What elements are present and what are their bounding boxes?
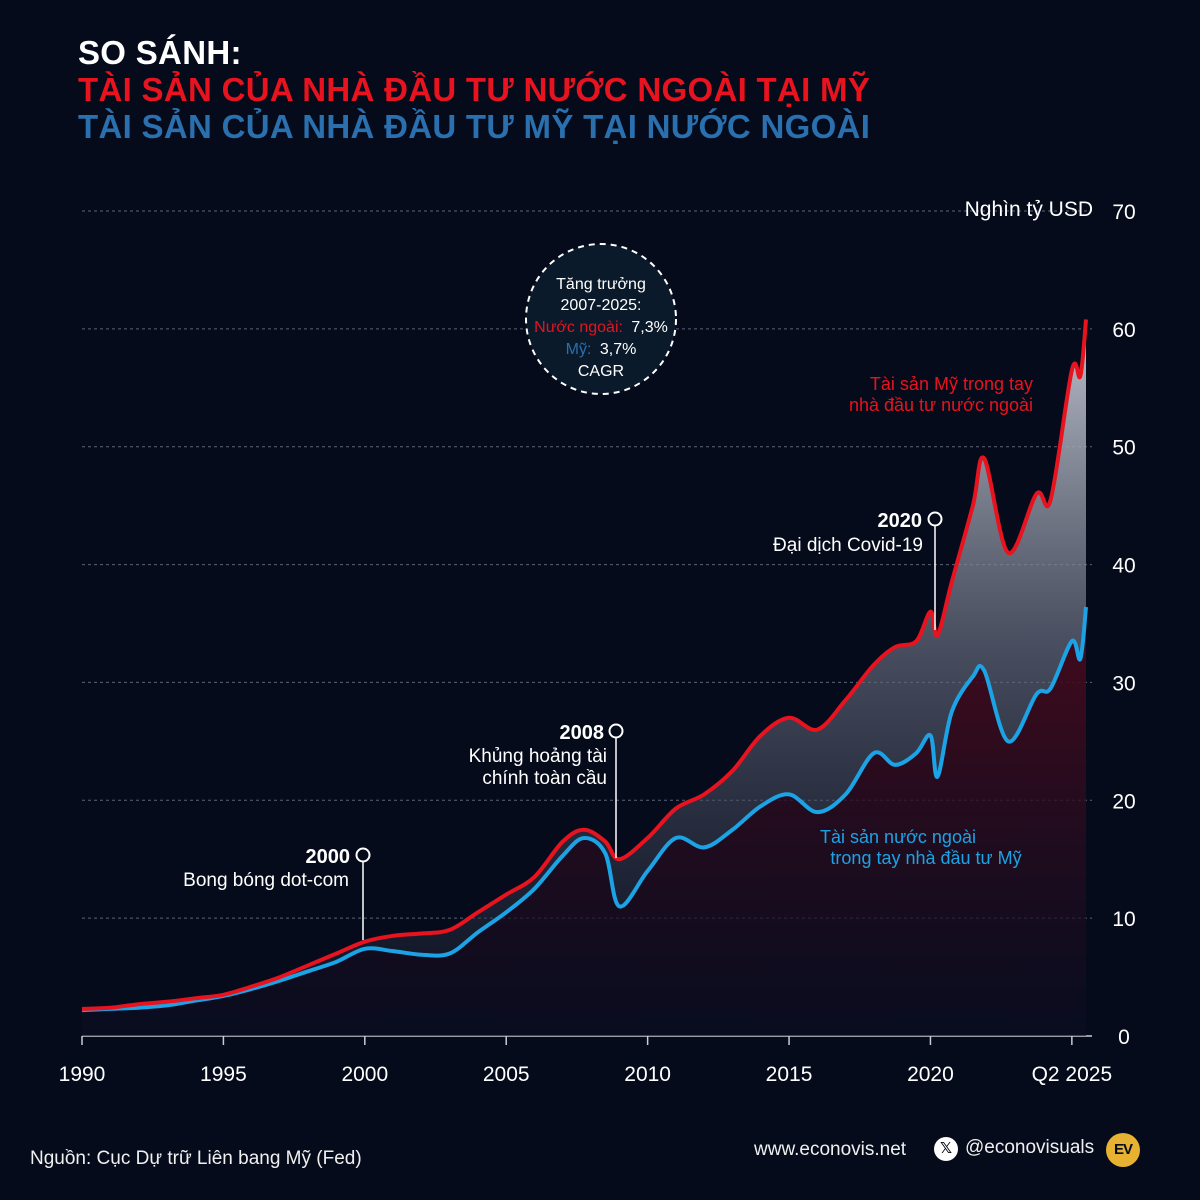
cagr-foreign-label: Nước ngoài:: [534, 319, 623, 336]
y-tick-label-30: 30: [1112, 672, 1135, 695]
annotation-2020-marker-icon: [927, 511, 943, 527]
annotation-2008-text-2: chính toàn cầu: [482, 768, 607, 789]
y-tick-label-20: 20: [1112, 790, 1135, 813]
annotation-2000-marker-icon: [355, 847, 371, 863]
cagr-badge-foreign: Nước ngoài: 7,3%: [534, 319, 668, 336]
x-tick-label-2000: 2000: [341, 1063, 388, 1086]
website-link[interactable]: www.econovis.net: [754, 1139, 907, 1160]
title-line-1: SO SÁNH:: [78, 34, 242, 71]
us-series-area: [82, 607, 1086, 1036]
social-handle[interactable]: @econovisuals: [965, 1137, 1095, 1158]
series-label-foreign-line2: nhà đầu tư nước ngoài: [849, 395, 1033, 415]
annotation-2000-text: Bong bóng dot-com: [183, 870, 349, 891]
annotation-2000: 2000 Bong bóng dot-com: [183, 846, 371, 940]
cagr-badge-line2: 2007-2025:: [561, 297, 642, 314]
y-tick-label-60: 60: [1112, 319, 1135, 342]
y-tick-label-50: 50: [1112, 437, 1135, 460]
series-label-us: Tài sản nước ngoài trong tay nhà đầu tư …: [820, 827, 1022, 868]
econovis-logo: EV: [1106, 1133, 1140, 1167]
y-axis: 0 10 20 30 40 50 60 70: [1112, 201, 1135, 1049]
cagr-badge-circle: [525, 243, 677, 395]
x-tick-label-2010: 2010: [624, 1063, 671, 1086]
annotation-2020-text: Đại dịch Covid-19: [773, 535, 923, 556]
annotation-2008-year: 2008: [560, 722, 605, 744]
annotation-2020-year: 2020: [878, 510, 923, 532]
cagr-badge-line1: Tăng trưởng: [556, 276, 646, 293]
x-tick-label-1995: 1995: [200, 1063, 247, 1086]
series-label-foreign: Tài sản Mỹ trong tay nhà đầu tư nước ngo…: [849, 374, 1033, 415]
annotation-2008-marker-icon: [608, 723, 624, 739]
gap-area: [82, 319, 1086, 1011]
us-series-line: [81, 606, 1088, 1013]
series-label-us-line2: trong tay nhà đầu tư Mỹ: [830, 848, 1021, 868]
annotation-2000-year: 2000: [306, 846, 351, 868]
cagr-foreign-value: 7,3%: [631, 319, 667, 336]
y-tick-label-0: 0: [1118, 1026, 1130, 1049]
x-tick-label-1990: 1990: [59, 1063, 106, 1086]
annotation-2008: 2008 Khủng hoảng tài chính toàn cầu: [469, 722, 624, 858]
cagr-us-value: 3,7%: [600, 341, 636, 358]
cagr-badge: Tăng trưởng 2007-2025: Nước ngoài: 7,3% …: [525, 243, 677, 395]
x-tick-label-2025: Q2 2025: [1032, 1063, 1113, 1086]
y-axis-unit-label: Nghìn tỷ USD: [965, 198, 1093, 221]
cagr-us-label: Mỹ:: [566, 341, 592, 358]
x-axis: 1990 1995 2000 2005 2010 2015 2020 Q2 2025: [59, 1036, 1113, 1086]
foreign-series-line: [81, 319, 1088, 1011]
series-label-foreign-line1: Tài sản Mỹ trong tay: [870, 374, 1033, 394]
y-tick-label-10: 10: [1112, 908, 1135, 931]
source-note: Nguồn: Cục Dự trữ Liên bang Mỹ (Fed): [30, 1148, 362, 1169]
x-tick-label-2020: 2020: [907, 1063, 954, 1086]
cagr-badge-line5: CAGR: [578, 363, 624, 380]
series-label-us-line1: Tài sản nước ngoài: [820, 827, 976, 847]
y-tick-label-40: 40: [1112, 555, 1135, 578]
x-tick-label-2015: 2015: [766, 1063, 813, 1086]
x-logo-icon[interactable]: 𝕏: [934, 1137, 958, 1161]
annotation-2020: 2020 Đại dịch Covid-19: [773, 510, 943, 630]
y-tick-label-70: 70: [1112, 201, 1135, 224]
annotation-2008-text-1: Khủng hoảng tài: [469, 746, 607, 767]
x-tick-label-2005: 2005: [483, 1063, 530, 1086]
title-line-3: TÀI SẢN CỦA NHÀ ĐẦU TƯ MỸ TẠI NƯỚC NGOÀI: [78, 108, 871, 145]
title-block: SO SÁNH: TÀI SẢN CỦA NHÀ ĐẦU TƯ NƯỚC NGO…: [78, 34, 870, 145]
title-line-2: TÀI SẢN CỦA NHÀ ĐẦU TƯ NƯỚC NGOÀI TẠI MỸ: [78, 71, 871, 108]
cagr-badge-us: Mỹ: 3,7%: [566, 341, 637, 358]
